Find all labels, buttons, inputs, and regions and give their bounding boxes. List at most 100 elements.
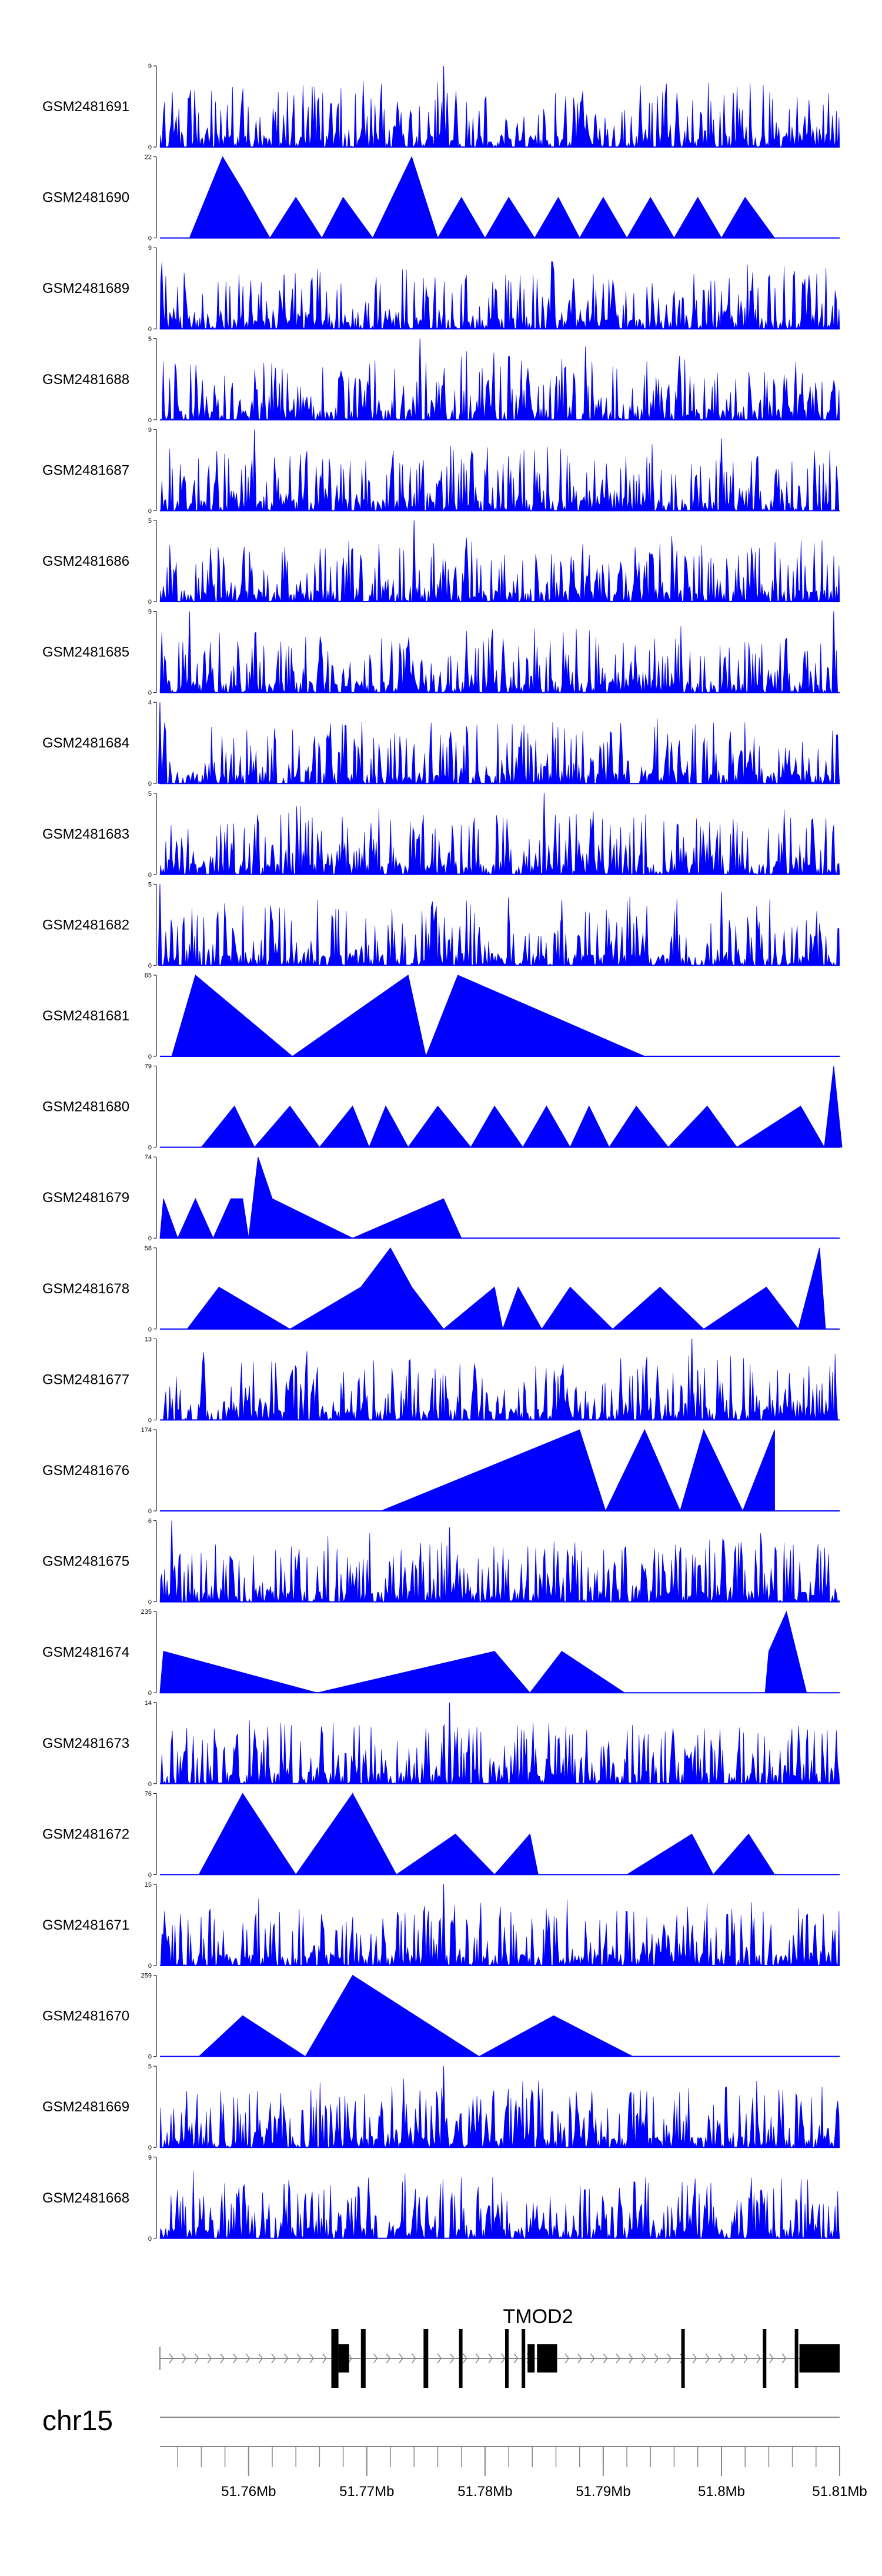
y-min-label: 0 <box>148 599 152 606</box>
strand-arrow <box>475 2353 480 2364</box>
coverage-area <box>159 261 840 330</box>
strand-arrow <box>233 2353 238 2364</box>
track-label: GSM2481688 <box>42 372 129 388</box>
y-min-label: 0 <box>148 235 152 242</box>
strand-arrow <box>169 2353 174 2364</box>
strand-arrow <box>781 2353 787 2364</box>
y-min-label: 0 <box>148 326 152 333</box>
track-label: GSM2481677 <box>42 1372 129 1387</box>
y-min-label: 0 <box>148 508 152 515</box>
coverage-peak <box>252 429 257 511</box>
coverage-peak <box>158 884 162 966</box>
track-label: GSM2481685 <box>42 645 129 660</box>
y-max-label: 6 <box>148 1518 152 1525</box>
y-max-label: 259 <box>141 1973 152 1980</box>
coverage-area <box>159 2171 840 2239</box>
gene-exon <box>527 2344 535 2373</box>
track-GSM2481680: GSM2481680 79 0 <box>42 1063 843 1152</box>
y-min-label: 0 <box>148 690 152 697</box>
strand-arrow <box>399 2353 403 2364</box>
track-label: GSM2481674 <box>42 1644 129 1660</box>
track-label: GSM2481672 <box>42 1826 129 1842</box>
track-GSM2481669: GSM2481669 5 0 <box>42 2063 840 2151</box>
strand-arrow <box>462 2353 467 2364</box>
coverage-peak <box>447 1702 452 1784</box>
y-min-label: 0 <box>148 144 152 151</box>
track-label: GSM2481676 <box>42 1463 129 1479</box>
track-label: GSM2481687 <box>42 462 129 478</box>
coverage-peak <box>542 793 546 875</box>
y-max-label: 22 <box>145 154 152 161</box>
y-max-label: 15 <box>145 1881 152 1888</box>
track-GSM2481678: GSM2481678 58 0 <box>42 1245 840 1333</box>
coverage-area <box>159 1610 807 1693</box>
coverage-peak <box>441 65 446 148</box>
gene-exon <box>338 2344 349 2373</box>
strand-arrow <box>488 2353 493 2364</box>
track-label: GSM2481673 <box>42 1736 129 1751</box>
coverage-area <box>160 444 840 512</box>
x-tick-label: 51.8Mb <box>698 2484 745 2500</box>
coverage-area <box>189 156 776 239</box>
track-GSM2481675: GSM2481675 6 0 <box>42 1518 840 1606</box>
coverage-area <box>198 1793 776 1876</box>
strand-arrow <box>296 2353 302 2364</box>
track-GSM2481668: GSM2481668 9 0 <box>42 2154 840 2243</box>
y-min-label: 0 <box>148 2054 152 2061</box>
track-label: GSM2481679 <box>42 1190 129 1206</box>
y-max-label: 9 <box>148 609 152 616</box>
y-min-label: 0 <box>148 1053 152 1060</box>
y-min-label: 0 <box>148 1508 152 1515</box>
y-max-label: 9 <box>148 426 152 433</box>
y-min-label: 0 <box>148 1781 152 1788</box>
coverage-peak <box>477 111 482 148</box>
track-GSM2481676: GSM2481676 174 0 <box>42 1427 840 1515</box>
y-min-label: 0 <box>148 1690 152 1697</box>
y-max-label: 5 <box>148 2063 152 2070</box>
strand-arrow <box>654 2353 659 2364</box>
strand-arrow <box>641 2353 646 2364</box>
strand-arrow <box>437 2353 442 2364</box>
y-min-label: 0 <box>148 1326 152 1333</box>
track-GSM2481687: GSM2481687 9 0 <box>42 426 840 515</box>
coverage-peak <box>282 275 286 329</box>
y-max-label: 76 <box>145 1790 152 1797</box>
coverage-peak <box>158 702 162 784</box>
strand-arrow <box>705 2353 710 2364</box>
track-label: GSM2481682 <box>42 917 129 933</box>
chromosome-label: chr15 <box>42 2405 113 2437</box>
y-min-label: 0 <box>148 872 152 879</box>
track-label: GSM2481681 <box>42 1008 129 1024</box>
track-GSM2481673: GSM2481673 14 0 <box>42 1700 840 1788</box>
coverage-area <box>159 536 840 603</box>
track-label: GSM2481691 <box>42 99 129 115</box>
coverage-area <box>159 896 840 966</box>
track-GSM2481672: GSM2481672 76 0 <box>42 1790 840 1878</box>
strand-arrow <box>182 2353 186 2364</box>
coverage-area <box>159 1533 840 1603</box>
strand-arrow <box>730 2353 736 2364</box>
coverage-peak <box>417 338 422 421</box>
track-GSM2481691: GSM2481691 9 0 <box>42 63 840 151</box>
coverage-area <box>201 1066 843 1149</box>
coverage-peak <box>187 611 192 693</box>
strand-arrow <box>577 2353 582 2364</box>
track-label: GSM2481678 <box>42 1281 129 1297</box>
y-max-label: 13 <box>145 1336 152 1343</box>
y-max-label: 5 <box>148 881 152 888</box>
y-min-label: 0 <box>148 2235 152 2243</box>
y-max-label: 5 <box>148 518 152 525</box>
strand-arrow <box>220 2353 225 2364</box>
strand-arrow <box>283 2353 289 2364</box>
gene-annotation-track: TMOD2 <box>159 2305 840 2388</box>
coverage-area <box>159 1157 639 1239</box>
y-min-label: 0 <box>148 1963 152 1970</box>
coverage-area <box>159 718 840 785</box>
y-min-label: 0 <box>148 1144 152 1152</box>
y-max-label: 58 <box>145 1245 152 1252</box>
gene-label: TMOD2 <box>503 2305 573 2328</box>
track-GSM2481682: GSM2481682 5 0 <box>42 881 840 969</box>
strand-arrow <box>513 2353 519 2364</box>
y-min-label: 0 <box>148 962 152 969</box>
gene-exon <box>505 2329 509 2388</box>
